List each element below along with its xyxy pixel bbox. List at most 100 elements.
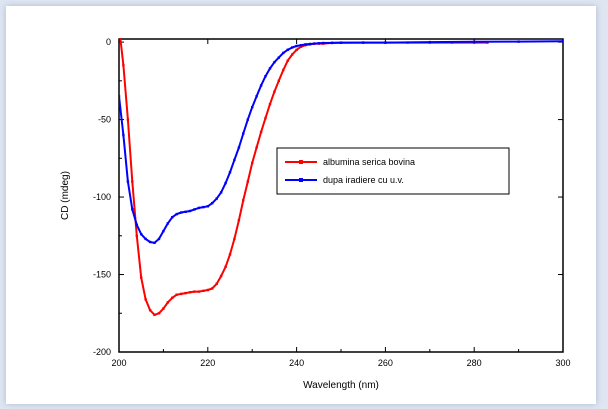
series-1-point [162,307,165,310]
series-2-point [148,240,152,244]
series-1-point [259,130,263,134]
series-2-point [246,118,249,121]
figure-frame: 200 220 240 260 280 300 0 -50 -100 -150 -200 album… [6,6,596,404]
series-2-point [193,208,196,211]
series-2-point [237,146,241,149]
series-1-point [135,234,138,237]
series-1-point [215,282,218,285]
series-2-point [299,44,303,47]
series-2-point [242,132,245,135]
series-1-point [251,161,254,165]
series-2-point [184,210,187,213]
axes: 200 220 240 260 280 300 0 -50 -100 -150 -200 [93,37,571,368]
series-2-point [330,41,334,45]
series-2-point [473,40,476,43]
series-1-point [122,64,125,67]
series-1-point [219,274,223,278]
series-1-point [206,288,209,292]
y-tick-label: 0 [106,37,111,47]
x-tick-label: 300 [555,358,570,368]
series-1-point [228,253,232,256]
series-1-point [171,296,174,299]
x-tick-label: 280 [467,358,482,368]
series-1-point [299,45,303,48]
series-1-point [211,287,214,290]
series-2-point [233,158,236,162]
series-1-point [193,290,196,293]
series-1-point [291,53,294,56]
x-tick-label: 220 [200,358,215,368]
series-1-point [286,59,289,62]
series-1-point [166,301,169,304]
series-1-point [157,312,161,315]
legend-box [276,147,510,195]
series-2-point [295,44,298,48]
series-2-point [153,241,156,244]
series-2-point [188,209,192,213]
series-1-point [237,219,241,222]
series-2-point [144,237,147,241]
series-2-point [166,222,169,225]
series-1-point [153,313,156,316]
series-2-point [126,180,130,183]
series-1-point [118,25,120,27]
series-1-point [202,289,205,292]
y-tick-label: -200 [93,347,111,357]
series-2-point [362,41,365,44]
series-2-point [211,202,214,205]
series-1-point [295,48,298,51]
legend-marker-1 [299,160,303,164]
series-2-point [384,41,387,44]
series-2-point [259,84,263,87]
series-2-point [135,223,138,227]
series-2-point [157,237,161,241]
series-2-point [197,206,201,210]
y-tick-label: -150 [93,270,111,280]
series-1-point [148,309,152,312]
series-2-point [317,42,320,45]
series-2-point [180,211,183,214]
series-2-point [313,42,316,45]
series-2-point [206,205,209,208]
x-tick-label: 260 [378,358,393,368]
x-axis-title: Wavelength (nm) [303,380,379,391]
series-2-point [561,40,563,43]
series-1-point [131,180,134,183]
series-1-point [233,237,236,241]
series-2-point [122,133,125,137]
series-1-point [188,291,192,294]
series-2-point [517,40,520,43]
series-2-point [228,171,232,174]
series-1-point [282,68,285,72]
series-2-point [224,181,227,185]
plot-border [118,38,564,353]
series-1-point [268,102,272,106]
series-2-point [119,95,121,98]
series-1-point [175,293,178,296]
series-2-point [202,205,205,209]
x-tick-label: 240 [289,358,304,368]
legend: albumina serica bovina dupa iradiere cu u… [276,147,510,195]
cd-spectrum-chart: 200 220 240 260 280 300 0 -50 -100 -150 -200 album… [60,25,571,391]
series-2-point [255,95,258,98]
series-1-point [277,79,280,82]
series-2-point [304,43,307,46]
y-tick-label: -50 [98,115,111,125]
y-tick-label: -100 [93,192,111,202]
series-1-point [255,146,258,149]
series-2-point [175,212,178,216]
series-2-point [131,208,134,211]
series-2-point [428,40,431,44]
series-2-point [140,233,143,236]
series-2-point [339,41,343,44]
series-2-point [291,46,294,49]
series-1-point [180,292,183,296]
legend-label-2: dupa iradiere cu u.v. [323,175,404,185]
series-2-point [277,56,280,59]
series-1-point [242,198,245,202]
series-1-point [126,118,130,121]
series-2-point [171,216,174,219]
series-layer [118,25,563,316]
series-2-point [219,191,223,194]
series-1-point [184,291,187,295]
